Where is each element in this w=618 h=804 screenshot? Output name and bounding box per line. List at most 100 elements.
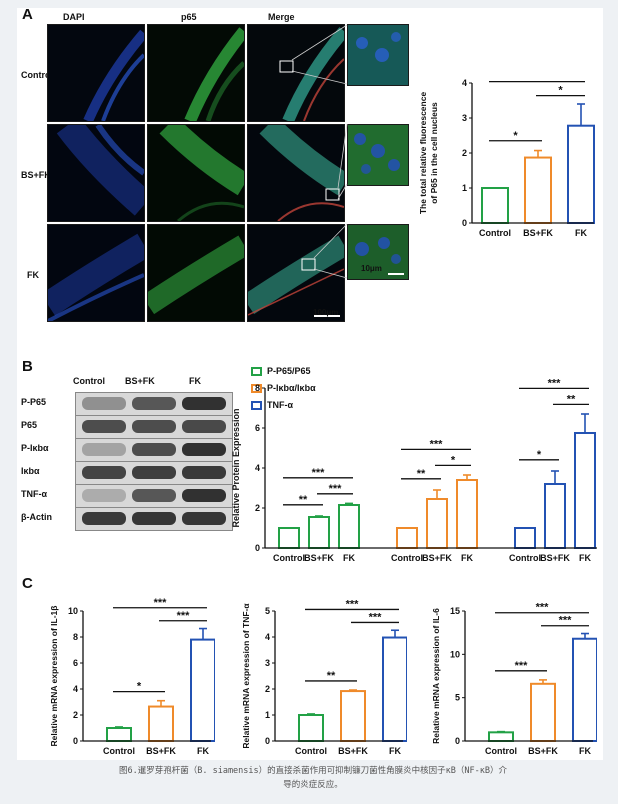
panel-a-letter: A [22,6,33,23]
wb-row-label: P-Iκbα [21,443,49,453]
significance-label: *** [548,377,562,389]
significance-label: * [558,85,563,97]
inset-control [347,24,409,86]
y-tick-label: 10 [450,649,460,659]
significance-label: *** [154,597,168,609]
x-tick-label: Control [103,746,135,756]
y-tick-label: 6 [255,423,260,433]
y-tick-label: 3 [462,113,467,123]
wb-band [182,420,226,433]
wb-row [75,415,233,439]
y-tick-label: 0 [255,543,260,553]
y-tick-label: 1 [265,710,270,720]
bar [488,731,514,742]
wb-band [82,397,126,410]
significance-label: *** [312,467,326,479]
y-tick-label: 6 [73,658,78,668]
wb-row [75,507,233,531]
wb-band [82,420,126,433]
legend-p-ikba: P-Iκbα/Iκbα [251,383,316,394]
x-tick-label: Control [479,228,511,238]
y-tick-label: 5 [455,693,460,703]
bar [544,483,566,549]
legend-tnf: TNF-α [251,400,294,411]
figure-panel: A DAPI p65 Merge Control BS+FK FK [17,6,603,760]
legend-label-tnf: TNF-α [267,400,294,410]
bar [278,527,300,549]
x-tick-label: Control [295,746,327,756]
y-axis-label: Relative Protein Expression [231,408,241,527]
figure-caption: 图6.暹罗芽孢杆菌（B. siamensis）的直接杀菌作用可抑制镰刀菌性角膜炎… [18,764,608,792]
significance-label: * [451,454,456,466]
significance-label: ** [567,393,576,405]
wb-band [182,466,226,479]
wb-header-bsfk: BS+FK [125,376,155,386]
significance-label: ** [327,670,336,682]
significance-label: * [537,449,542,461]
x-tick-label: BS+FK [540,553,570,563]
y-tick-label: 4 [462,78,467,88]
x-tick-label: FK [461,553,473,563]
wb-header-control: Control [73,376,105,386]
x-tick-label: Control [509,553,541,563]
x-tick-label: Control [273,553,305,563]
y-tick-label: 8 [255,383,260,393]
wb-header-fk: FK [189,376,201,386]
y-axis-label-line1: The total relative fluorescence [418,92,428,215]
wb-row-label: TNF-α [21,489,48,499]
bar [190,638,215,742]
y-tick-label: 4 [73,684,78,694]
wb-band [132,512,176,525]
y-tick-label: 15 [450,606,460,616]
y-tick-label: 2 [73,710,78,720]
y-axis-label: The total relative fluorescenceof P65 in… [418,92,439,215]
significance-label: ** [417,468,426,480]
bar [340,690,366,742]
significance-label: * [513,130,518,142]
bar [308,516,330,549]
y-axis-label: Relative mRNA expression of TNF-α [241,603,251,749]
wb-band [82,489,126,502]
col-header-dapi: DAPI [63,12,85,22]
y-tick-label: 1 [462,183,467,193]
x-tick-label: FK [575,228,587,238]
inset-bsfk [347,124,409,186]
x-tick-label: FK [579,746,591,756]
row-label-bsfk: BS+FK [21,170,51,180]
y-tick-label: 2 [255,503,260,513]
bar [106,727,132,742]
significance-label: ** [533,78,542,83]
wb-band [182,489,226,502]
x-tick-label: Control [485,746,517,756]
micrograph-control-merge [247,24,345,122]
x-tick-label: BS+FK [146,746,176,756]
significance-label: *** [536,602,550,614]
micrograph-fk-p65 [147,224,245,322]
y-tick-label: 4 [265,632,270,642]
wb-band [132,397,176,410]
inset-scale-label: 10μm [361,264,382,273]
legend-p-p65: P-P65/P65 [251,366,311,377]
wb-band [82,443,126,456]
bar [148,705,174,743]
wb-band [132,489,176,502]
wb-band [182,512,226,525]
bar [530,682,556,743]
x-tick-label: BS+FK [528,746,558,756]
col-header-merge: Merge [268,12,295,22]
y-axis-label: Relative mRNA expression of IL-1β [49,606,59,747]
caption-line-1: 图6.暹罗芽孢杆菌（B. siamensis）的直接杀菌作用可抑制镰刀菌性角膜炎… [119,766,507,776]
significance-label: *** [559,615,573,627]
x-tick-label: BS+FK [422,553,452,563]
chart-b-protein: Control BS+FK FK********Control BS+FK FK****… [231,377,597,563]
bar [456,479,478,549]
wb-band [132,420,176,433]
wb-band [82,466,126,479]
panel-b-letter: B [22,358,33,375]
x-tick-label: FK [579,553,591,563]
micrograph-bsfk-dapi [47,124,145,222]
significance-label: * [137,681,142,693]
bar [338,504,360,549]
y-axis-label: Relative mRNA expression of IL-6 [431,608,441,744]
